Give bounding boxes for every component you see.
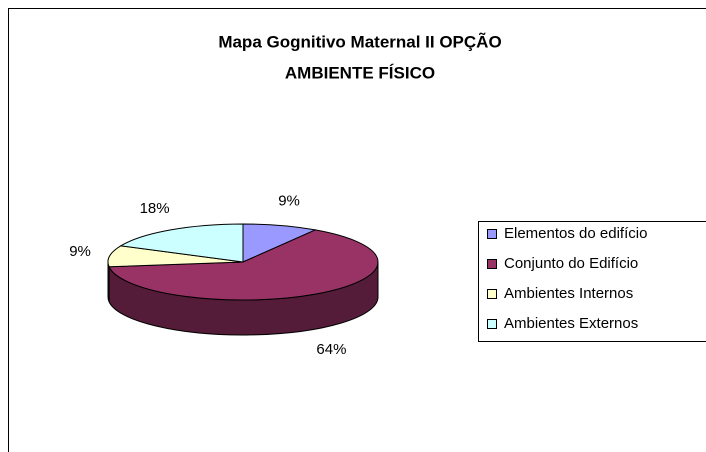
chart-title: Mapa Gognitivo Maternal II OPÇÃO — [218, 31, 501, 51]
slice — [119, 223, 244, 263]
data-label: 64% — [316, 341, 346, 358]
legend-label: Ambientes Internos — [504, 285, 633, 302]
legend-box — [478, 221, 706, 342]
legend-swatch — [487, 289, 497, 299]
data-label: 9% — [69, 243, 91, 260]
legend-label: Ambientes Externos — [504, 315, 638, 332]
legend-swatch — [487, 259, 497, 269]
data-label: 9% — [278, 192, 300, 209]
legend-label: Conjunto do Edifício — [504, 255, 638, 272]
data-label: 18% — [140, 200, 170, 217]
legend-label: Elementos do edifício — [504, 225, 647, 242]
legend-swatch — [487, 229, 497, 239]
slice — [108, 229, 379, 301]
legend-swatch — [487, 319, 497, 329]
slice-side — [107, 261, 110, 302]
chart-title: AMBIENTE FÍSICO — [285, 63, 435, 82]
